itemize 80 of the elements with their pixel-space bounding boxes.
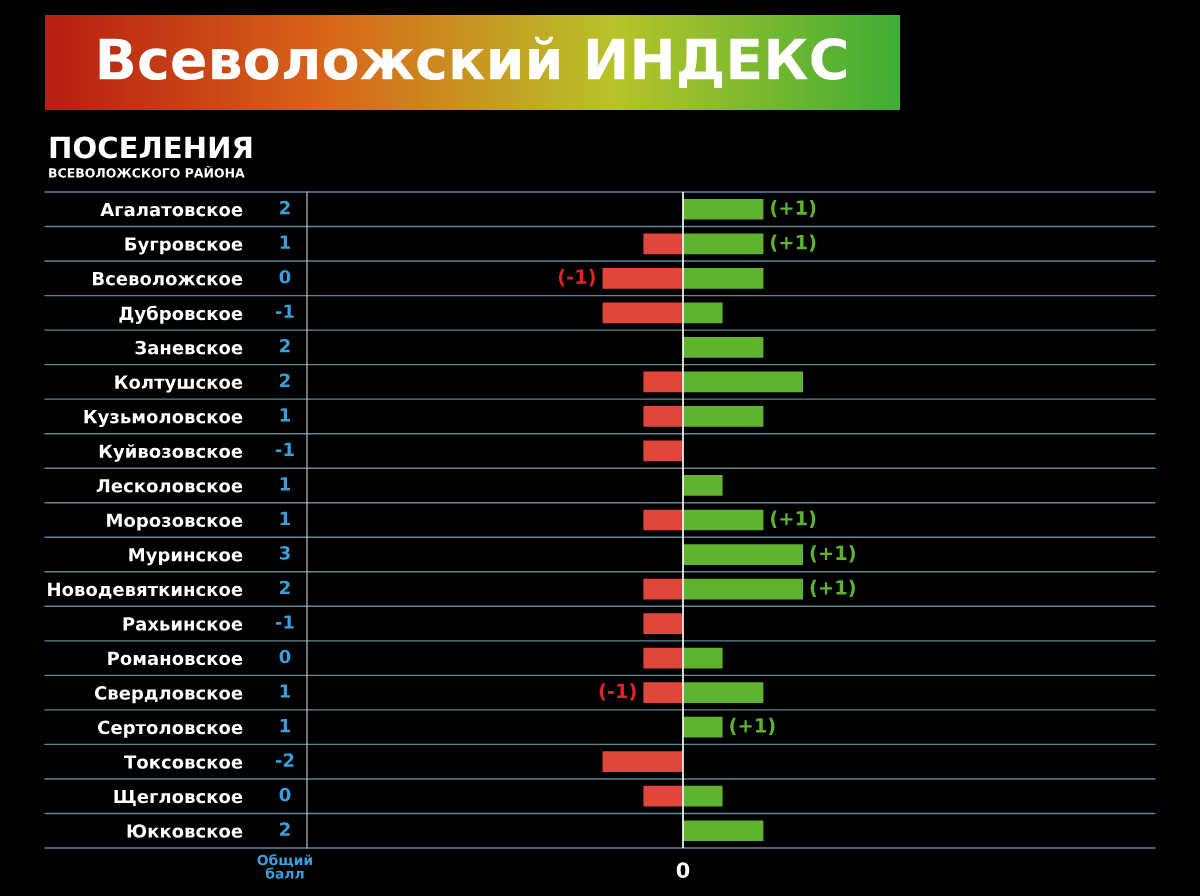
text: -2 (275, 753, 294, 767)
bar (683, 785, 723, 807)
bar (643, 509, 683, 531)
text: 2 (280, 580, 290, 595)
text: 0 (279, 269, 291, 284)
bar (683, 198, 764, 220)
annotation: (+1) (810, 545, 855, 563)
y-tick-label: Токсовское (124, 755, 243, 769)
annotation: (-1) (558, 268, 595, 287)
text: 1 (280, 684, 290, 698)
y-tick-label: Бугровское (125, 237, 243, 255)
text: 1 (280, 718, 290, 733)
y-tick-label: Заневское (135, 340, 243, 355)
bar (683, 406, 764, 427)
text: 0 (279, 787, 291, 802)
text: 0 (279, 649, 291, 664)
annotation: (+1) (730, 717, 775, 736)
bar (602, 302, 683, 324)
text: 2 (280, 200, 290, 215)
text: 1 (280, 235, 290, 249)
text: -1 (275, 304, 294, 318)
bar (683, 820, 764, 842)
y-tick-label: Щегловское (114, 789, 243, 806)
text: 3 (279, 546, 290, 560)
bar (643, 371, 683, 393)
y-tick-label: Романовское (108, 651, 243, 666)
y-tick-label: Лесколовское (96, 479, 243, 493)
annotation: (+1) (771, 199, 816, 218)
annotation: (+1) (771, 234, 816, 252)
bar (683, 578, 804, 600)
bar (683, 509, 764, 531)
text: 0 (676, 862, 690, 879)
y-tick-label: Новодевяткинское (48, 582, 243, 599)
y-tick-label: Дубровское (119, 305, 243, 324)
bar (683, 716, 723, 738)
text: 1 (280, 511, 290, 525)
bar (643, 613, 683, 634)
bar (683, 647, 723, 669)
bar (643, 578, 683, 600)
bar (643, 233, 683, 255)
bar (683, 544, 804, 565)
y-tick-label: Куйвозовское (99, 444, 243, 462)
y-tick-label: Колтушское (115, 375, 243, 393)
y-tick-label: Рахьинское (123, 617, 243, 631)
bar (602, 751, 683, 773)
text: Общий балл (257, 854, 312, 879)
y-tick-label: Морозовское (107, 513, 243, 531)
bar (643, 406, 683, 427)
annotation: (-1) (599, 683, 636, 701)
bar (683, 302, 723, 324)
y-tick-label: Кузьмоловское (84, 410, 243, 428)
text: 2 (280, 373, 290, 387)
y-tick-label: Всеволожское (93, 272, 243, 286)
y-tick-label: Муринское (129, 548, 243, 566)
chart-title: Всеволожский ИНДЕКС (99, 36, 846, 89)
y-tick-label: Юкковское (127, 824, 243, 838)
text: 1 (280, 477, 290, 491)
bar (683, 682, 764, 703)
text: 2 (280, 822, 290, 836)
text: ПОСЕЛЕНИЯ (50, 136, 252, 159)
text: 2 (280, 338, 290, 353)
text: 1 (280, 408, 290, 422)
bar (602, 267, 683, 289)
bar (683, 371, 804, 393)
bar (683, 233, 764, 255)
bar (683, 475, 723, 496)
text: -1 (275, 442, 294, 456)
bar (643, 647, 683, 669)
y-tick-label: Свердловское (94, 686, 243, 704)
bar (643, 440, 683, 462)
y-tick-label: Агалатовское (100, 202, 243, 217)
annotation: (+1) (810, 579, 855, 597)
bar (643, 785, 683, 807)
text: ВСЕВОЛОЖСКОГО РАЙОНА (49, 165, 245, 178)
bar (683, 267, 764, 289)
bar (683, 337, 764, 358)
text: -1 (275, 615, 294, 629)
bar (643, 682, 683, 703)
annotation: (+1) (771, 510, 816, 528)
y-tick-label: Сертоловское (98, 720, 243, 738)
